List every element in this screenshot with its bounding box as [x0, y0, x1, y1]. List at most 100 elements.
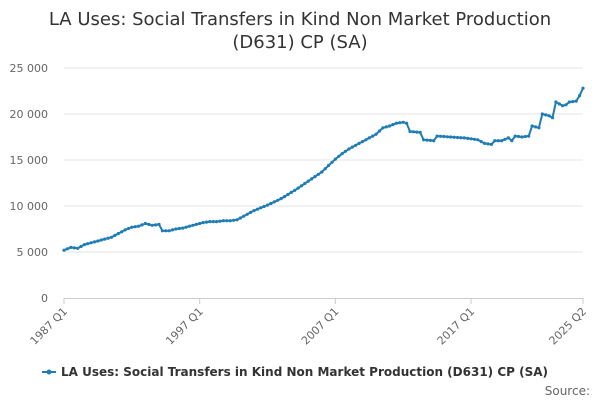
data-point[interactable]: 1987 Q4: 5450: [72, 246, 76, 250]
data-point[interactable]: 2016 Q3: 17400: [462, 136, 466, 140]
data-point[interactable]: 2021 Q2: 17600: [527, 134, 531, 138]
data-point[interactable]: 1997 Q1: 8100: [198, 221, 202, 226]
data-point[interactable]: 2017 Q2: 17250: [472, 137, 477, 141]
data-point[interactable]: 1987 Q1: 5200: [62, 248, 66, 252]
data-point[interactable]: 2005 Q4: 13450: [316, 172, 320, 176]
data-point[interactable]: 2016 Q2: 17425: [459, 136, 463, 140]
data-point[interactable]: 2012 Q2: 19000: [405, 121, 409, 125]
data-point[interactable]: 2004 Q3: 12200: [299, 184, 304, 188]
data-point[interactable]: 2017 Q4: 17000: [479, 140, 483, 144]
data-point[interactable]: 1996 Q4: 8000: [194, 222, 198, 226]
data-point[interactable]: 2016 Q4: 17350: [466, 136, 470, 140]
data-point[interactable]: 2024 Q1: 21000: [564, 103, 568, 107]
data-point[interactable]: 1999 Q4: 8500: [235, 218, 239, 222]
data-point[interactable]: 2012 Q4: 18067: [411, 130, 415, 134]
data-point[interactable]: 2024 Q2: 21300: [567, 100, 572, 104]
data-point[interactable]: 2015 Q4: 17475: [452, 135, 456, 139]
data-point[interactable]: 2001 Q2: 9650: [255, 207, 259, 211]
data-point[interactable]: 1990 Q3: 6600: [109, 235, 114, 239]
data-point[interactable]: 1999 Q1: 8400: [225, 219, 229, 223]
data-point[interactable]: 2010 Q2: 18150: [377, 129, 382, 133]
data-point[interactable]: 1990 Q4: 6800: [113, 233, 117, 237]
data-point[interactable]: 2019 Q1: 17100: [496, 139, 500, 143]
legend[interactable]: LA Uses: Social Transfers in Kind Non Ma…: [42, 365, 548, 379]
data-point[interactable]: 1997 Q4: 8300: [208, 220, 212, 224]
data-point[interactable]: 2005 Q3: 13200: [313, 175, 317, 179]
data-point[interactable]: 2023 Q4: 20900: [561, 104, 565, 108]
data-point[interactable]: 2004 Q1: 11700: [293, 188, 297, 192]
data-point[interactable]: 1994 Q2: 7300: [160, 229, 164, 233]
data-point[interactable]: 1988 Q3: 5800: [82, 243, 86, 247]
data-point[interactable]: 2004 Q2: 11950: [296, 186, 300, 190]
data-point[interactable]: 1992 Q1: 7700: [130, 225, 134, 229]
data-point[interactable]: 1989 Q4: 6300: [99, 238, 103, 242]
data-point[interactable]: 2019 Q2: 17100: [500, 139, 504, 143]
data-point[interactable]: 1996 Q2: 7800: [187, 224, 192, 228]
data-point[interactable]: 1988 Q1: 5400: [76, 246, 80, 250]
data-point[interactable]: 1999 Q3: 8450: [232, 218, 236, 222]
data-point[interactable]: 2009 Q3: 17400: [367, 136, 371, 140]
data-point[interactable]: 1997 Q2: 8200: [201, 221, 205, 225]
data-point[interactable]: 2021 Q1: 17550: [523, 134, 527, 139]
data-point[interactable]: 2002 Q4: 10625: [276, 198, 280, 202]
data-point[interactable]: 1988 Q2: 5600: [79, 244, 83, 249]
data-point[interactable]: 2023 Q2: 21300: [554, 100, 558, 104]
data-point[interactable]: 2009 Q2: 17200: [364, 138, 368, 142]
data-point[interactable]: 2005 Q1: 12700: [306, 179, 310, 183]
data-point[interactable]: 2007 Q1: 15100: [333, 157, 337, 161]
data-point[interactable]: 1999 Q2: 8400: [228, 219, 232, 223]
data-point[interactable]: 2006 Q1: 13700: [320, 170, 324, 174]
data-point[interactable]: 2002 Q3: 10450: [272, 200, 276, 204]
data-point[interactable]: 2013 Q2: 18000: [418, 130, 422, 134]
data-point[interactable]: 1990 Q1: 6400: [103, 237, 107, 241]
data-point[interactable]: 2016 Q1: 17450: [455, 135, 460, 140]
data-point[interactable]: 1991 Q3: 7400: [123, 228, 127, 232]
data-point[interactable]: 2010 Q3: 18500: [381, 126, 385, 130]
data-point[interactable]: 2023 Q1: 19600: [550, 116, 555, 120]
data-point[interactable]: 1993 Q1: 8100: [143, 221, 147, 226]
data-point[interactable]: 1994 Q4: 7300: [167, 229, 171, 233]
data-point[interactable]: 2019 Q3: 17250: [503, 137, 507, 141]
data-point[interactable]: 2022 Q4: 19800: [547, 114, 551, 118]
data-point[interactable]: 1989 Q2: 6100: [92, 240, 97, 244]
data-point[interactable]: 2007 Q3: 15700: [340, 152, 344, 156]
data-point[interactable]: 2013 Q1: 18033: [415, 130, 419, 134]
data-point[interactable]: 2009 Q4: 17600: [371, 134, 375, 138]
data-point[interactable]: 2019 Q4: 17400: [506, 136, 510, 140]
data-point[interactable]: 2003 Q1: 10800: [279, 197, 283, 201]
data-point[interactable]: 2001 Q4: 9950: [262, 204, 266, 209]
data-point[interactable]: 2008 Q2: 16400: [350, 145, 354, 149]
data-point[interactable]: 2004 Q4: 12450: [303, 181, 307, 186]
data-point[interactable]: 2002 Q1: 10100: [265, 203, 270, 207]
data-point[interactable]: 1996 Q3: 7900: [191, 223, 195, 227]
data-point[interactable]: 1992 Q3: 7800: [137, 224, 141, 228]
data-point[interactable]: 2003 Q3: 11250: [286, 192, 290, 197]
data-point[interactable]: 1989 Q3: 6200: [96, 239, 100, 243]
data-point[interactable]: 1991 Q1: 7000: [116, 232, 120, 236]
data-point[interactable]: 2006 Q2: 14050: [323, 167, 327, 171]
data-point[interactable]: 2024 Q3: 21350: [571, 100, 575, 104]
data-point[interactable]: 2007 Q2: 15400: [337, 154, 341, 158]
data-point[interactable]: 2007 Q4: 15950: [343, 149, 348, 153]
data-point[interactable]: 1992 Q4: 7950: [140, 223, 144, 227]
data-point[interactable]: 1987 Q3: 5500: [69, 245, 73, 249]
data-point[interactable]: 2011 Q1: 18700: [388, 124, 392, 128]
data-point[interactable]: 2017 Q1: 17300: [469, 137, 473, 141]
data-point[interactable]: 2010 Q1: 17800: [374, 132, 378, 136]
data-point[interactable]: 1998 Q4: 8400: [221, 219, 225, 223]
data-point[interactable]: 2022 Q3: 19900: [544, 113, 548, 117]
data-point[interactable]: 2025 Q1: 22000: [578, 94, 582, 98]
data-point[interactable]: 2003 Q2: 11025: [282, 195, 287, 199]
data-point[interactable]: 1989 Q1: 6000: [89, 241, 93, 245]
data-point[interactable]: 1987 Q2: 5350: [65, 247, 69, 251]
data-point[interactable]: 2024 Q4: 21400: [574, 99, 578, 103]
data-point[interactable]: 2015 Q1: 17550: [442, 134, 446, 139]
data-point[interactable]: 2015 Q2: 17525: [445, 135, 449, 139]
data-point[interactable]: 2013 Q4: 17167: [425, 138, 429, 142]
data-point[interactable]: 2008 Q1: 16200: [347, 147, 351, 151]
data-point[interactable]: 2011 Q3: 19000: [394, 121, 398, 125]
data-point[interactable]: 2001 Q3: 9800: [259, 206, 263, 210]
